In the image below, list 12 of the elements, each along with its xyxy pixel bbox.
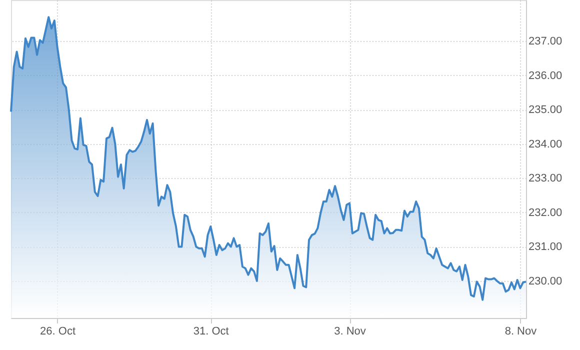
x-tick-label: 8. Nov	[504, 326, 538, 338]
y-tick-label: 235.00	[528, 104, 562, 116]
x-tick-label: 31. Oct	[193, 326, 229, 338]
y-tick-label: 234.00	[528, 138, 562, 150]
x-tick-label: 3. Nov	[334, 326, 366, 338]
y-tick-label: 236.00	[528, 70, 562, 82]
x-tick-label: 26. Oct	[40, 326, 76, 338]
y-tick-label: 232.00	[528, 206, 562, 219]
y-tick-label: 233.00	[528, 172, 562, 185]
y-tick-label: 231.00	[528, 241, 562, 254]
y-tick-label: 237.00	[528, 36, 562, 48]
y-tick-label: 230.00	[528, 275, 562, 288]
